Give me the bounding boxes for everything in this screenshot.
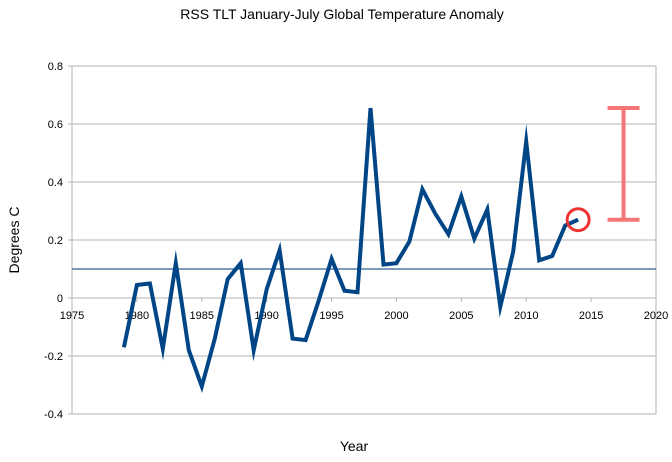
- y-tick-label: -0.4: [44, 409, 63, 421]
- x-tick-label: 2020: [644, 310, 668, 322]
- series-group: [121, 107, 579, 394]
- x-tick-label: 1995: [319, 310, 343, 322]
- x-tick-label: 1975: [60, 310, 84, 322]
- y-tick-label: 0: [57, 293, 63, 305]
- x-tick-label: 1985: [190, 310, 214, 322]
- range-bar: [607, 106, 640, 222]
- y-axis-title: Degrees C: [6, 207, 22, 274]
- y-tick-label: 0.6: [48, 119, 63, 131]
- highlight-circle: [565, 207, 591, 233]
- x-axis-title: Year: [340, 438, 369, 454]
- y-tick-label: 0.4: [48, 177, 63, 189]
- x-tick-labels: 1975 1980 1985 1990 1995 2000 2005 2010 2015 2020: [60, 298, 668, 322]
- x-tick-label: 2015: [579, 310, 603, 322]
- y-tick-label: 0.2: [48, 235, 63, 247]
- x-tick-label: 2010: [514, 310, 538, 322]
- chart-title: RSS TLT January-July Global Temperature …: [180, 6, 503, 22]
- y-tick-label: 0.8: [48, 61, 63, 73]
- gridlines: [72, 65, 656, 415]
- series-line: [121, 107, 579, 394]
- y-tick-label: -0.2: [44, 351, 63, 363]
- y-tick-labels: -0.4 -0.2 0 0.2 0.4 0.6 0.8: [44, 61, 72, 421]
- x-tick-label: 2005: [449, 310, 473, 322]
- x-tick-label: 2000: [384, 310, 408, 322]
